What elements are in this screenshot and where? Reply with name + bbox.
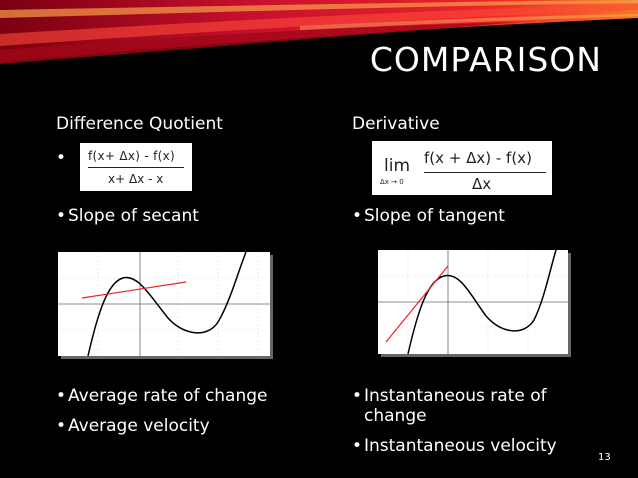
bullet-glyph: •	[352, 436, 363, 456]
lim-subscript: Δx → 0	[380, 178, 404, 186]
secant-graph	[58, 252, 270, 356]
average-velocity-text: Average velocity	[68, 416, 210, 436]
slide-title: COMPARISON	[369, 40, 602, 79]
page-number: 13	[598, 452, 611, 463]
bullet-glyph: •	[56, 206, 67, 226]
derivative-fraction-bar	[424, 172, 546, 173]
derivative-formula: lim Δx → 0 f(x + Δx) - f(x) Δx	[372, 141, 552, 195]
bullet-glyph: •	[352, 206, 363, 226]
bullet-glyph: •	[56, 386, 67, 406]
bullet-slope-secant: • Slope of secant	[56, 206, 199, 226]
bullet-glyph: •	[352, 386, 363, 406]
decorative-banner	[0, 0, 638, 70]
tangent-graph	[378, 250, 568, 354]
bullet-average-rate: • Average rate of change	[56, 386, 268, 406]
bullet-formula-left: •	[56, 148, 68, 168]
bullet-average-velocity: • Average velocity	[56, 416, 210, 436]
instantaneous-rate-text-line1: Instantaneous rate of	[364, 386, 547, 406]
dq-denominator: x+ Δx - x	[108, 172, 164, 186]
bullet-instantaneous-velocity: • Instantaneous velocity	[352, 436, 557, 456]
tangent-line	[385, 265, 449, 343]
slope-tangent-text: Slope of tangent	[364, 206, 505, 226]
lim-text: lim	[384, 156, 411, 176]
average-rate-text: Average rate of change	[68, 386, 268, 406]
derivative-numerator: f(x + Δx) - f(x)	[424, 149, 532, 167]
secant-line	[81, 281, 187, 299]
bullet-glyph: •	[56, 148, 67, 168]
derivative-denominator: Δx	[472, 175, 492, 193]
dq-fraction-bar	[88, 167, 184, 168]
bullet-glyph: •	[56, 416, 67, 436]
slope-secant-text: Slope of secant	[68, 206, 199, 226]
instantaneous-velocity-text: Instantaneous velocity	[364, 436, 557, 456]
instantaneous-rate-text-line2: change	[364, 406, 427, 426]
derivative-heading: Derivative	[352, 114, 440, 134]
cubic-curve	[87, 252, 247, 356]
bullet-slope-tangent: • Slope of tangent	[352, 206, 505, 226]
difference-quotient-heading: Difference Quotient	[56, 114, 223, 134]
bullet-instantaneous-rate: • Instantaneous rate of change	[352, 386, 547, 426]
dq-numerator: f(x+ Δx) - f(x)	[88, 149, 176, 163]
difference-quotient-formula: f(x+ Δx) - f(x) x+ Δx - x	[80, 143, 192, 191]
